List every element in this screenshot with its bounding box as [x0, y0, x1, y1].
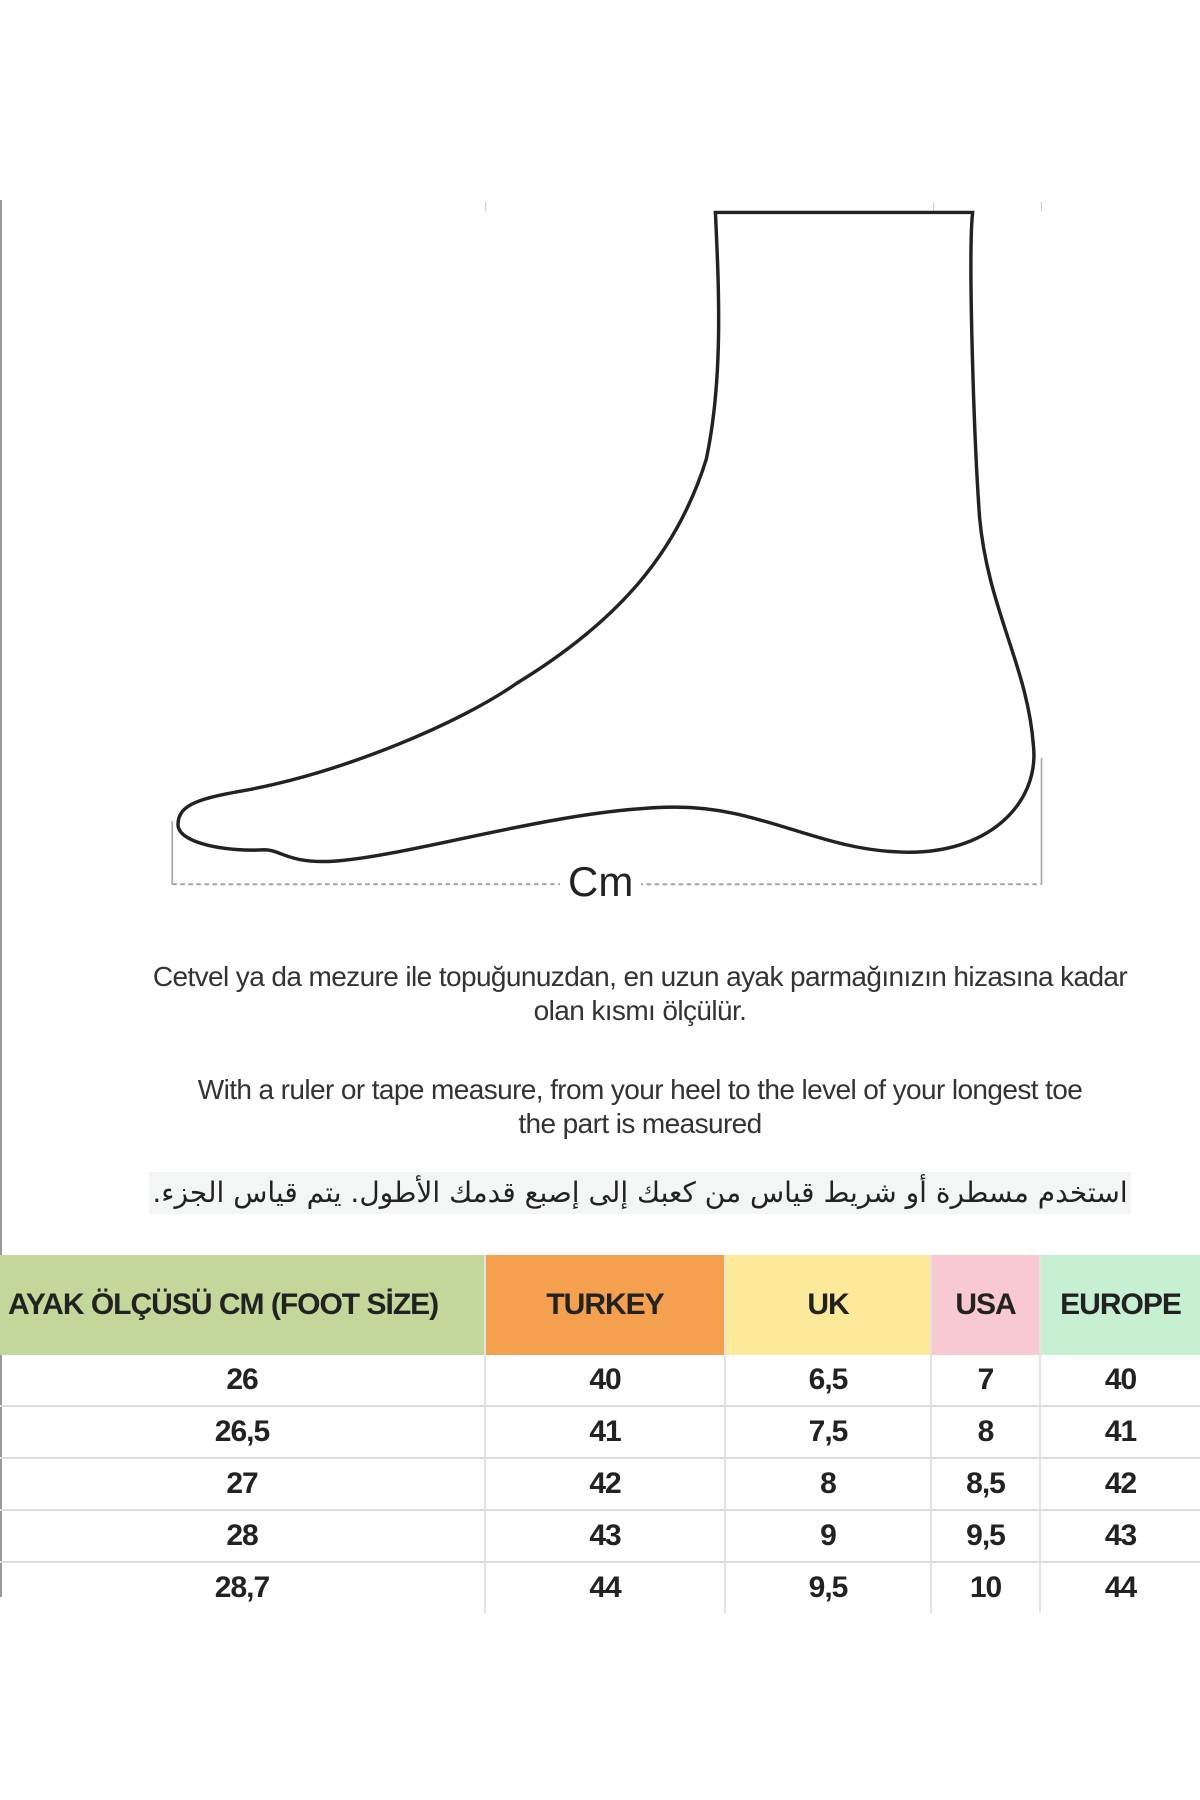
english-instructions: With a ruler or tape measure, from your … — [100, 1073, 1180, 1141]
cell-turkey: 41 — [486, 1407, 726, 1457]
table-header: AYAK ÖLÇÜSÜ CM (FOOT SİZE) TURKEY UK USA… — [0, 1255, 1200, 1355]
cell-turkey: 40 — [486, 1355, 726, 1405]
table-row: 26 40 6,5 7 40 — [0, 1355, 1200, 1407]
cell-turkey: 43 — [486, 1511, 726, 1561]
cell-europe: 44 — [1104, 1571, 1137, 1604]
size-table: AYAK ÖLÇÜSÜ CM (FOOT SİZE) TURKEY UK USA… — [0, 1255, 1200, 1613]
cell-uk: 9 — [726, 1511, 932, 1561]
table-row: 27 42 8 8,5 42 — [0, 1459, 1200, 1511]
cell-foot-size: 26,5 — [0, 1407, 486, 1457]
header-usa: USA — [932, 1255, 1041, 1355]
turkish-line-1: Cetvel ya da mezure ile topuğunuzdan, en… — [152, 961, 1128, 992]
cell-usa: 8 — [932, 1407, 1041, 1457]
cell-turkey: 44 — [486, 1563, 726, 1613]
cell-foot-size: 26 — [0, 1355, 486, 1405]
cell-turkey: 42 — [486, 1459, 726, 1509]
table-row: 28,7 44 9,5 10 44 — [0, 1563, 1200, 1613]
english-line-2: the part is measured — [518, 1108, 762, 1139]
cell-foot-size: 28 — [0, 1511, 486, 1561]
arabic-instructions: استخدم مسطرة أو شريط قياس من كعبك إلى إص… — [149, 1172, 1131, 1214]
cell-europe: 43 — [1104, 1519, 1137, 1552]
cell-europe: 40 — [1104, 1363, 1137, 1396]
table-row: 28 43 9 9,5 43 — [0, 1511, 1200, 1563]
english-line-1: With a ruler or tape measure, from your … — [197, 1074, 1083, 1105]
cell-foot-size: 28,7 — [0, 1563, 486, 1613]
cell-foot-size: 27 — [0, 1459, 486, 1509]
cell-usa: 7 — [932, 1355, 1041, 1405]
cell-usa: 9,5 — [932, 1511, 1041, 1561]
measure-label: Cm — [560, 858, 642, 906]
turkish-instructions: Cetvel ya da mezure ile topuğunuzdan, en… — [100, 960, 1180, 1028]
header-uk: UK — [726, 1255, 932, 1355]
cell-europe: 41 — [1104, 1415, 1137, 1448]
cell-uk: 6,5 — [726, 1355, 932, 1405]
cell-uk: 8 — [726, 1459, 932, 1509]
cell-uk: 7,5 — [726, 1407, 932, 1457]
header-foot-size: AYAK ÖLÇÜSÜ CM (FOOT SİZE) — [0, 1255, 486, 1355]
cell-usa: 8,5 — [932, 1459, 1041, 1509]
turkish-line-2: olan kısmı ölçülür. — [533, 995, 747, 1026]
cell-europe: 42 — [1104, 1467, 1137, 1500]
table-row: 26,5 41 7,5 8 41 — [0, 1407, 1200, 1459]
cell-uk: 9,5 — [726, 1563, 932, 1613]
foot-outline-icon — [176, 210, 1036, 864]
left-border — [0, 200, 2, 1597]
header-turkey: TURKEY — [486, 1255, 726, 1355]
header-europe: EUROPE — [1041, 1255, 1200, 1355]
cell-usa: 10 — [932, 1563, 1041, 1613]
